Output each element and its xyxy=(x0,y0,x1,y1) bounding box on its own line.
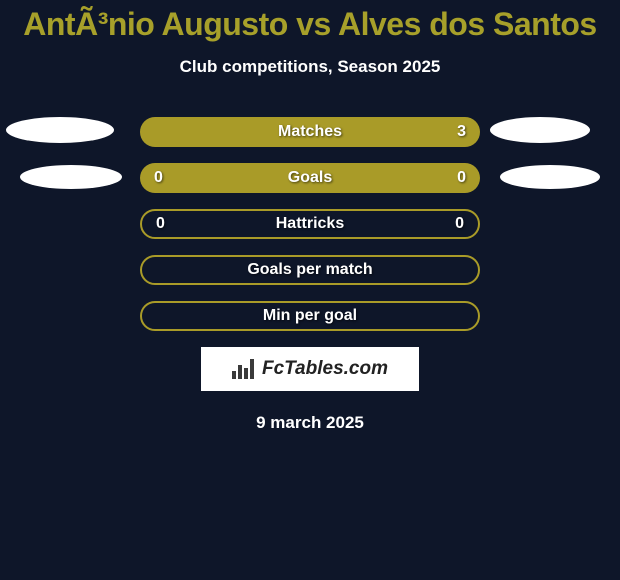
stat-right-value: 0 xyxy=(457,169,466,187)
stat-row: 0Goals0 xyxy=(140,163,480,193)
stat-label: Min per goal xyxy=(142,307,478,325)
stat-label: Goals xyxy=(140,169,480,187)
stat-right-value: 3 xyxy=(457,123,466,141)
fctables-logo: FcTables.com xyxy=(201,347,419,391)
decorative-ellipse xyxy=(20,165,122,189)
decorative-ellipse xyxy=(500,165,600,189)
decorative-ellipse xyxy=(6,117,114,143)
stat-row: Min per goal xyxy=(140,301,480,331)
logo-text: FcTables.com xyxy=(262,358,388,380)
page-title: AntÃ³nio Augusto vs Alves dos Santos xyxy=(0,0,620,43)
stat-label: Hattricks xyxy=(142,215,478,233)
stat-row: Matches3 xyxy=(140,117,480,147)
decorative-ellipse xyxy=(490,117,590,143)
stat-row: 0Hattricks0 xyxy=(140,209,480,239)
bar-chart-icon xyxy=(232,359,256,379)
stat-row: Goals per match xyxy=(140,255,480,285)
stat-label: Goals per match xyxy=(142,261,478,279)
stat-label: Matches xyxy=(140,123,480,141)
date-text: 9 march 2025 xyxy=(0,413,620,433)
subtitle: Club competitions, Season 2025 xyxy=(0,57,620,77)
stat-right-value: 0 xyxy=(455,215,464,233)
stats-area: Matches30Goals00Hattricks0Goals per matc… xyxy=(0,117,620,331)
